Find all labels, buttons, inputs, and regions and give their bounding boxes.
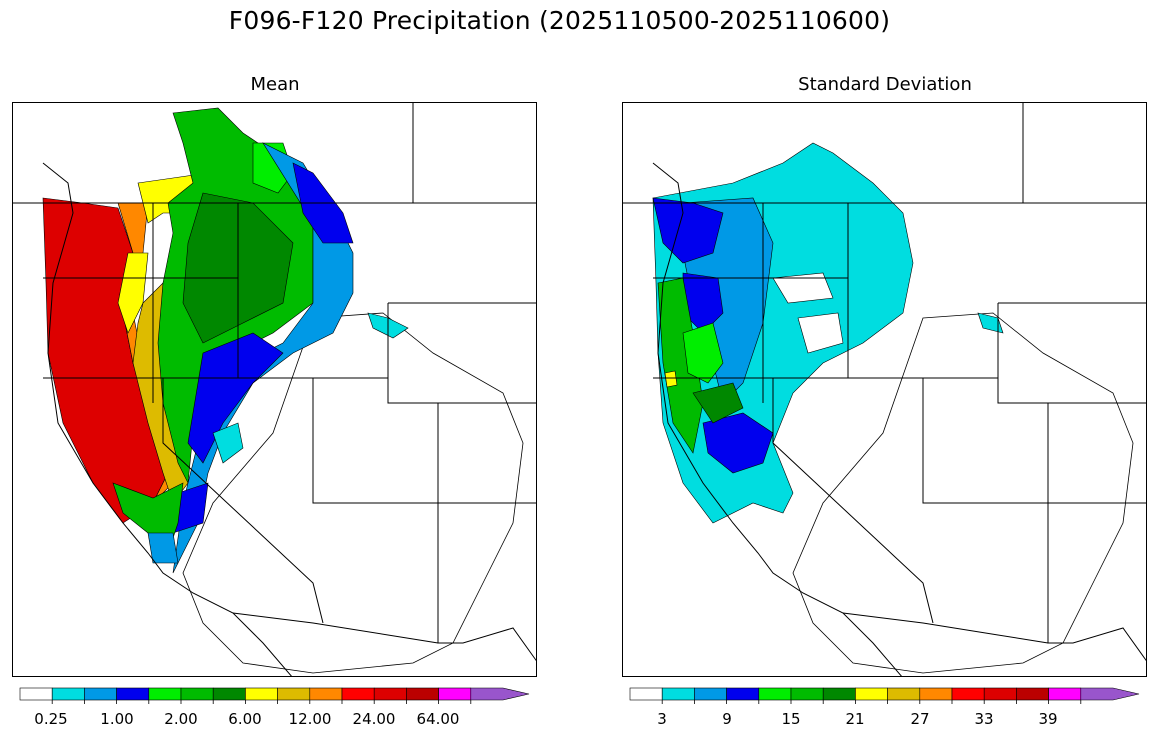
stddev-map — [622, 102, 1147, 677]
basin-outline-interior — [792, 312, 1134, 674]
stddev-colorbar — [629, 687, 1140, 704]
stddev-colorbar-svg — [629, 687, 1140, 704]
mean-colorbar-svg — [19, 687, 530, 704]
stddev-colorbar-segment — [855, 687, 888, 701]
stddev-colorbar-segment — [758, 687, 792, 701]
stddev-colorbar-segment — [822, 687, 856, 701]
stddev-colorbar-segment — [1016, 687, 1049, 701]
stddev-tick-label: 27 — [910, 710, 930, 728]
stddev-colorbar-segment — [726, 687, 760, 701]
stddev-colorbar-segment — [629, 687, 663, 701]
mean-tick-label: 64.00 — [416, 710, 460, 728]
mean-panel-title: Mean — [250, 74, 300, 95]
mean-tick-label: 12.00 — [288, 710, 332, 728]
stddev-colorbar-segment — [694, 687, 727, 701]
stddev-tick-label: 21 — [845, 710, 865, 728]
mean-colorbar-segment — [51, 687, 85, 701]
stddev-yellow-spot — [664, 370, 678, 388]
state-line-9 — [437, 403, 536, 662]
mean-colorbar-segment — [438, 687, 472, 701]
mexico-border — [232, 612, 439, 644]
mean-tick-label: 24.00 — [352, 710, 396, 728]
figure-title: F096-F120 Precipitation (2025110500-2025… — [228, 6, 891, 35]
precip-blue-central — [187, 332, 284, 464]
mean-map — [12, 102, 537, 677]
stddev-green-coast — [657, 277, 704, 454]
mean-colorbar-segment — [116, 687, 150, 701]
state-line-6 — [997, 303, 1146, 404]
mean-colorbar-segment — [406, 687, 439, 701]
precip-yellow-mid — [117, 252, 149, 334]
stddev-colorbar-segment — [1080, 687, 1140, 701]
stddev-brightgreen — [682, 322, 724, 384]
stddev-tick-label: 39 — [1038, 710, 1058, 728]
mean-tick-label: 0.25 — [34, 710, 68, 728]
state-line-7 — [922, 378, 1146, 504]
mean-colorbar-segment — [277, 687, 311, 701]
mean-colorbar-segment — [470, 687, 530, 701]
stddev-colorbar-segment — [951, 687, 985, 701]
stddev-white-hole-1 — [772, 272, 834, 304]
precip-cyan-patch-2 — [212, 422, 244, 464]
state-line-8 — [162, 378, 324, 624]
stddev-cyan-patch — [977, 312, 1004, 334]
state-line-6 — [387, 303, 536, 404]
state-line-9 — [1047, 403, 1146, 662]
mean-colorbar-segment — [19, 687, 53, 701]
stddev-darkgreen — [692, 382, 744, 424]
stddev-colorbar-segment — [790, 687, 824, 701]
mean-colorbar-segment — [245, 687, 278, 701]
stddev-white-hole-2 — [797, 312, 844, 354]
stddev-colorbar-segment — [661, 687, 695, 701]
stddev-colorbar-segment — [887, 687, 921, 701]
mean-colorbar — [19, 687, 530, 704]
mexico-border — [842, 612, 1049, 644]
mean-colorbar-segment — [341, 687, 375, 701]
stddev-panel-title: Standard Deviation — [798, 74, 972, 95]
stddev-tick-label: 33 — [974, 710, 994, 728]
coastline — [42, 162, 292, 676]
stddev-colorbar-segment — [1048, 687, 1082, 701]
stddev-tick-label: 3 — [657, 710, 667, 728]
mean-tick-label: 1.00 — [100, 710, 134, 728]
stddev-tick-label: 9 — [722, 710, 732, 728]
coastline — [652, 162, 902, 676]
precip-lightblue-south — [147, 532, 179, 564]
stddev-colorbar-segment — [919, 687, 953, 701]
stddev-tick-label: 15 — [781, 710, 801, 728]
mean-colorbar-segment — [180, 687, 214, 701]
mean-colorbar-segment — [373, 687, 407, 701]
mean-colorbar-segment — [84, 687, 117, 701]
stddev-blue-south — [702, 412, 774, 474]
state-line-7 — [312, 378, 536, 504]
mean-tick-label: 6.00 — [228, 710, 262, 728]
mean-tick-label: 2.00 — [164, 710, 198, 728]
mean-colorbar-segment — [148, 687, 182, 701]
state-line-8 — [772, 378, 934, 624]
stddev-colorbar-segment — [983, 687, 1017, 701]
mean-colorbar-segment — [212, 687, 246, 701]
mean-colorbar-segment — [309, 687, 343, 701]
